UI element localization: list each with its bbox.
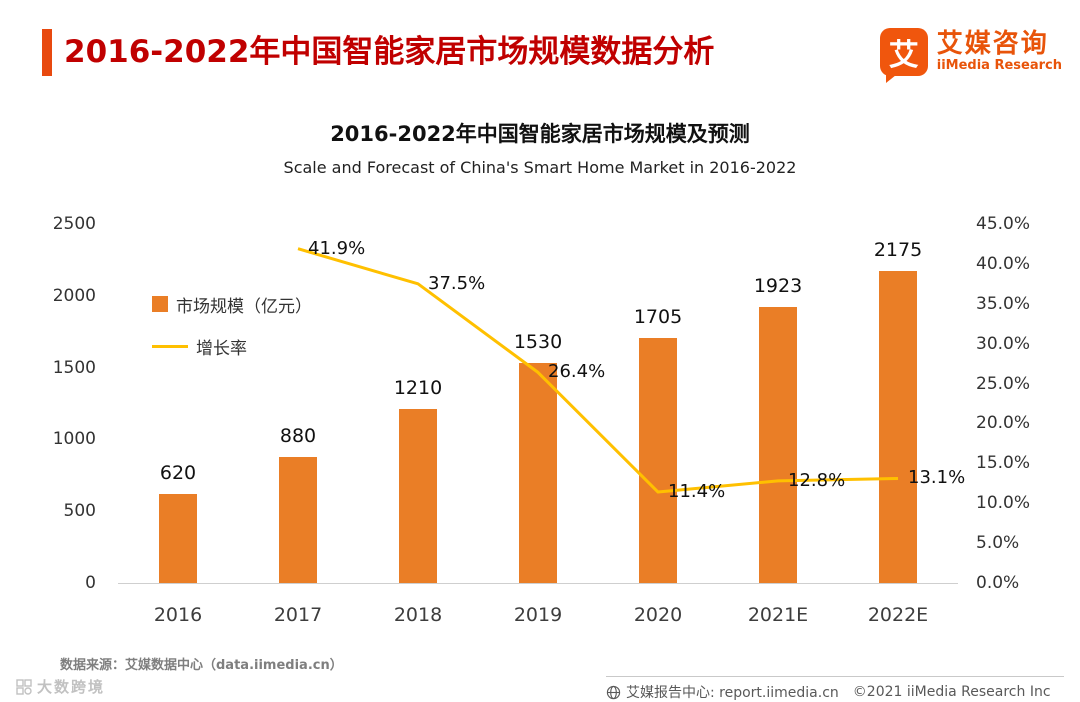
iimedia-logo: 艾 艾媒咨询 iiMedia Research — [879, 28, 1062, 83]
y-axis-tick-right: 0.0% — [976, 573, 1020, 593]
x-axis-label: 2018 — [393, 604, 443, 626]
legend-line-label: 增长率 — [196, 338, 247, 359]
bar — [759, 306, 797, 583]
y-axis-tick-left: 2500 — [52, 214, 96, 234]
chart-title: 2016-2022年中国智能家居市场规模及预测 — [330, 122, 750, 146]
y-axis-tick-right: 10.0% — [976, 493, 1031, 514]
y-axis-tick-left: 1000 — [52, 429, 96, 450]
watermark-text: 大数跨境 — [37, 678, 106, 696]
bar — [279, 456, 317, 583]
y-axis-tick-right: 35.0% — [976, 293, 1031, 314]
legend-bar-label: 市场规模（亿元） — [176, 296, 312, 317]
report-center-text: 艾媒报告中心: report.iimedia.cn — [626, 685, 839, 701]
copyright-text: ©2021 iiMedia Research Inc — [852, 684, 1051, 700]
x-axis-label: 2019 — [513, 604, 563, 626]
growth-rate-label: 41.9% — [308, 237, 366, 259]
y-axis-tick-left: 500 — [63, 501, 96, 522]
y-axis-tick-right: 5.0% — [976, 533, 1020, 554]
x-axis-label: 2022E — [867, 604, 929, 626]
y-axis-tick-left: 1500 — [52, 357, 96, 378]
bar — [159, 493, 197, 583]
globe-icon — [606, 685, 621, 700]
legend-item-market-scale: 市场规模（亿元） — [152, 290, 312, 318]
data-source-note: 数据来源：艾媒数据中心（data.iimedia.cn） — [60, 658, 343, 673]
bar — [879, 270, 917, 583]
y-axis-tick-right: 40.0% — [976, 253, 1031, 274]
y-axis-tick-right: 20.0% — [976, 413, 1031, 434]
growth-rate-label: 12.8% — [788, 469, 846, 491]
chart-subtitle: Scale and Forecast of China's Smart Home… — [283, 158, 797, 177]
bar — [519, 363, 557, 583]
legend-line-swatch — [152, 344, 188, 348]
bar-value-label: 620 — [159, 461, 197, 484]
growth-rate-label: 37.5% — [428, 272, 486, 294]
x-axis-label: 2021E — [747, 604, 809, 626]
chart-legend: 市场规模（亿元） 增长率 — [152, 290, 312, 374]
bar-value-label: 2175 — [873, 238, 923, 261]
y-axis-tick-right: 45.0% — [976, 214, 1031, 234]
legend-item-growth-rate: 增长率 — [152, 332, 312, 360]
bar-value-label: 1705 — [633, 306, 683, 329]
growth-rate-label: 26.4% — [548, 361, 606, 383]
watermark-icon — [16, 678, 32, 695]
y-axis-tick-right: 15.0% — [976, 453, 1031, 474]
page-title: 2016-2022年中国智能家居市场规模数据分析 — [64, 34, 715, 70]
header-accent-bar — [42, 29, 52, 76]
bar — [639, 338, 677, 583]
y-axis-tick-right: 30.0% — [976, 333, 1031, 354]
growth-rate-label: 11.4% — [668, 481, 726, 503]
bar-value-label: 1210 — [393, 377, 443, 400]
logo-glyph: 艾 — [888, 38, 919, 73]
x-axis-label: 2020 — [633, 604, 683, 626]
y-axis-tick-left: 0 — [85, 573, 96, 593]
x-axis-label: 2016 — [153, 604, 203, 626]
logo-name-en: iiMedia Research — [936, 58, 1062, 74]
growth-rate-label: 13.1% — [908, 467, 966, 489]
x-axis-line — [118, 583, 958, 584]
report-footer: 艾媒报告中心: report.iimedia.cn ©2021 iiMedia … — [606, 676, 1064, 702]
bar-value-label: 880 — [279, 424, 317, 447]
logo-name-cn: 艾媒咨询 — [936, 28, 1049, 59]
watermark: 大数跨境 — [16, 676, 105, 697]
logo-text: 艾媒咨询 iiMedia Research — [936, 28, 1062, 75]
bar-value-label: 1530 — [513, 331, 563, 354]
y-axis-tick-left: 2000 — [52, 285, 96, 306]
legend-bar-swatch — [152, 296, 168, 312]
y-axis-tick-right: 25.0% — [976, 373, 1031, 394]
x-axis-label: 2017 — [273, 604, 323, 626]
bar-value-label: 1923 — [753, 274, 803, 297]
bar — [399, 409, 437, 583]
logo-speech-bubble-icon: 艾 — [879, 28, 928, 83]
